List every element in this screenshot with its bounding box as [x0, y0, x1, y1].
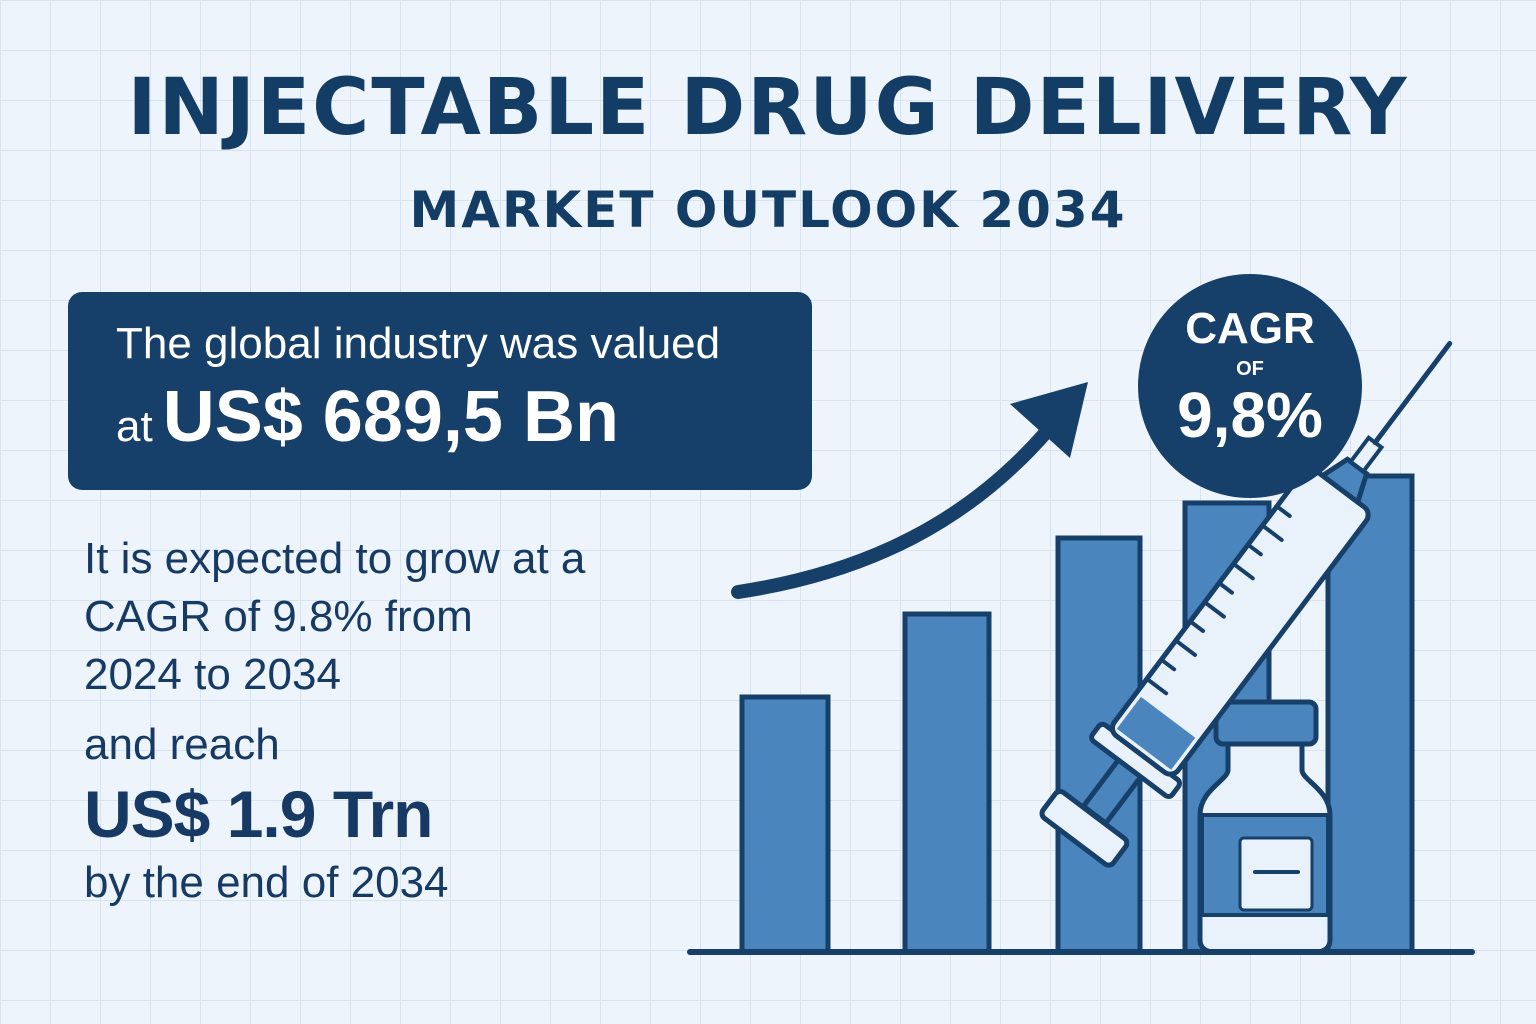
growth-arrow-icon [731, 382, 1088, 599]
valuation-amount-line: at US$ 689,5 Bn [116, 380, 782, 464]
growth-line-5: by the end of 2034 [84, 858, 449, 907]
vial-icon [1197, 699, 1333, 955]
growth-amount: US$ 1.9 Trn [84, 777, 434, 851]
syringe-icon [1039, 341, 1453, 868]
page-title: INJECTABLE DRUG DELIVERY [127, 63, 1409, 153]
valuation-intro: The global industry was valued [116, 319, 721, 368]
growth-line-1: It is expected to grow at a [84, 534, 586, 583]
valuation-box: The global industry was valued at US$ 689… [68, 292, 812, 490]
cagr-badge-value: 9,8% [1177, 379, 1323, 451]
cagr-badge-label: CAGR [1185, 304, 1315, 353]
valuation-prefix: at [116, 402, 153, 451]
growth-line-2: CAGR of 9.8% from [84, 592, 473, 641]
bar-1 [739, 694, 831, 955]
growth-line-3: 2024 to 2034 [84, 650, 341, 699]
growth-line-4: and reach [84, 720, 280, 769]
cagr-badge-of: OF [1236, 358, 1264, 380]
growth-text: It is expected to grow at a CAGR of 9.8%… [84, 530, 704, 912]
bar-2 [902, 611, 992, 955]
valuation-amount: US$ 689,5 Bn [162, 377, 619, 457]
page-subtitle: MARKET OUTLOOK 2034 [409, 181, 1127, 239]
cagr-badge: CAGR OF 9,8% [1138, 274, 1362, 498]
